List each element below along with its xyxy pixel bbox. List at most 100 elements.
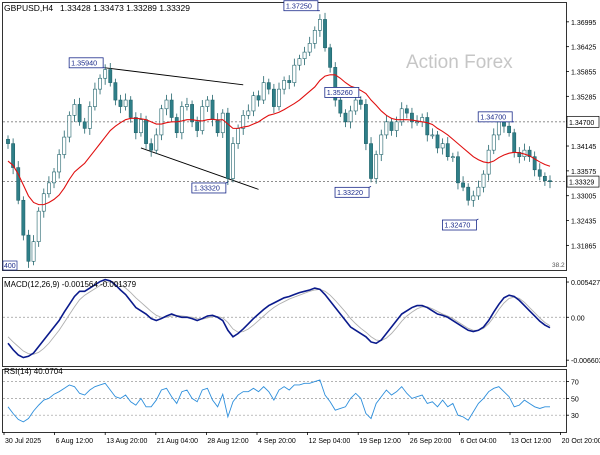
candle-body xyxy=(445,143,450,157)
candle-body xyxy=(6,138,10,144)
candle-body xyxy=(394,121,399,131)
candle-body xyxy=(338,99,343,114)
candle-body xyxy=(36,210,41,242)
candle-body xyxy=(287,80,292,83)
level-callout-label: 1.35260 xyxy=(327,88,353,97)
candle-body xyxy=(108,69,113,83)
candle-body xyxy=(415,121,419,124)
candle-body xyxy=(430,134,435,137)
header-layer: GBPUSD,H4 1.33428 1.33473 1.33289 1.3332… xyxy=(4,3,190,376)
level-callout-box xyxy=(442,219,477,231)
level-callout-pointer xyxy=(225,181,229,184)
watermark-layer: Action Forex xyxy=(406,52,513,73)
candle-body xyxy=(139,119,143,134)
candle-body xyxy=(302,51,307,59)
price-tick-label: 1.36425 xyxy=(571,45,596,52)
candle-body xyxy=(307,43,312,53)
macd-tick-label: 0.005427 xyxy=(571,280,600,287)
price-tag-label: 1.33329 xyxy=(569,180,594,187)
candle-body xyxy=(440,143,445,149)
candle-body xyxy=(261,82,266,101)
candle-body xyxy=(353,99,358,112)
x-tick-label: 6 Aug 12:00 xyxy=(56,438,93,445)
candle-body xyxy=(154,134,159,151)
candle-body xyxy=(123,99,128,107)
candle-body xyxy=(404,108,409,114)
candle-body xyxy=(205,99,210,107)
rsi-line xyxy=(7,379,550,423)
edge-label-left: 400 xyxy=(4,263,16,270)
candle-body xyxy=(26,234,31,262)
candle-body xyxy=(47,182,51,195)
candle-body xyxy=(62,136,67,155)
candle-body xyxy=(21,199,26,236)
level-callout-pointer xyxy=(368,185,372,188)
candle-body xyxy=(527,149,532,157)
level-callout-box xyxy=(334,186,370,198)
macd-tick-label: 0.00 xyxy=(571,315,585,322)
price-tick-label: 1.36995 xyxy=(571,20,596,27)
candle-body xyxy=(532,156,537,171)
x-tick-label: 13 Oct 12:00 xyxy=(511,438,551,445)
axis-layer: 1.369951.364251.358551.352851.347151.341… xyxy=(3,20,600,445)
ohlc-label: 1.33428 1.33473 1.33289 1.33329 xyxy=(60,3,190,13)
candle-body xyxy=(277,88,281,107)
candle-body xyxy=(410,112,414,123)
candle-body xyxy=(343,112,348,123)
candle-body xyxy=(11,143,16,168)
symbol-label: GBPUSD,H4 xyxy=(4,3,53,13)
x-tick-label: 19 Sep 12:00 xyxy=(359,438,401,445)
candle-body xyxy=(364,104,368,144)
edge-label-box xyxy=(2,260,18,271)
x-tick-label: 21 Aug 04:00 xyxy=(157,438,198,445)
macd-line xyxy=(7,278,551,359)
candle-body xyxy=(215,119,220,134)
candle-body xyxy=(144,119,148,144)
candle-body xyxy=(348,110,353,123)
candle-body xyxy=(512,132,517,153)
candle-body xyxy=(149,143,154,151)
rsi-tick-label: 70 xyxy=(571,380,579,387)
candle-body xyxy=(190,104,194,123)
rsi-layer xyxy=(3,379,566,423)
candle-body xyxy=(369,143,373,179)
edge-label-right: 38.2 xyxy=(552,262,565,269)
candle-body xyxy=(282,80,287,90)
candle-body xyxy=(220,112,225,134)
channel-line xyxy=(140,147,259,190)
candle-body xyxy=(461,182,465,188)
candle-body xyxy=(476,186,481,197)
candle-body xyxy=(481,173,486,188)
candle-body xyxy=(256,95,261,101)
x-tick-label: 30 Jul 2025 xyxy=(5,438,41,445)
price-tag-box xyxy=(566,115,600,128)
candle-body xyxy=(374,154,379,179)
candle-body xyxy=(179,106,184,134)
candle-body xyxy=(133,117,138,134)
x-tick-label: 28 Aug 12:00 xyxy=(207,438,248,445)
rsi-title: RSI(14) 40.0704 xyxy=(4,367,63,376)
candle-body xyxy=(185,104,189,107)
level-callout-label: 1.35940 xyxy=(71,58,97,67)
candle-body xyxy=(41,193,46,212)
candle-body xyxy=(548,180,552,182)
panel-frames xyxy=(2,2,567,433)
x-tick-label: 12 Sep 04:00 xyxy=(309,438,351,445)
candle-body xyxy=(456,156,460,184)
level-callout-box xyxy=(283,0,319,12)
price-tick-label: 1.31865 xyxy=(571,243,596,250)
price-tag-box xyxy=(566,175,600,188)
level-callout-label: 1.32470 xyxy=(444,221,470,230)
rsi-tick-label: 50 xyxy=(571,396,579,403)
candle-body xyxy=(241,115,246,129)
candle-body xyxy=(358,99,363,105)
candle-body xyxy=(82,121,87,129)
candle-body xyxy=(266,82,271,90)
candle-body xyxy=(312,30,317,44)
candle-body xyxy=(87,106,92,129)
macd-title: MACD(12,26,9) -0.001564 -0.001379 xyxy=(4,280,137,289)
price-tick-label: 1.35285 xyxy=(571,94,596,101)
candle-body xyxy=(169,99,174,118)
candle-body xyxy=(231,143,235,179)
candle-body xyxy=(174,117,179,134)
